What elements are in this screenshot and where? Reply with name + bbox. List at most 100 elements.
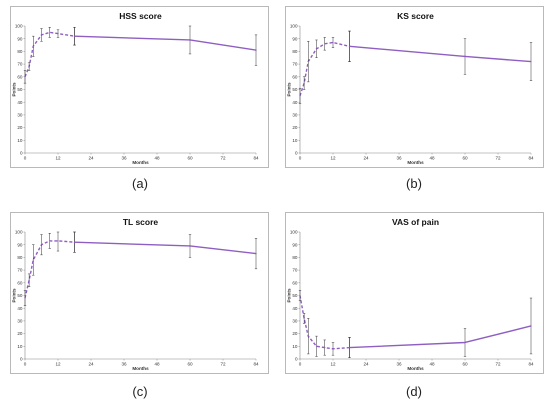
data-point <box>32 259 34 261</box>
data-point <box>189 245 191 247</box>
x-tick-label: 60 <box>462 156 468 161</box>
y-tick-label: 100 <box>15 24 23 29</box>
x-tick-label: 84 <box>253 156 259 161</box>
data-point <box>315 48 318 50</box>
y-tick-label: 0 <box>295 357 298 362</box>
caption-b: (b) <box>406 176 422 191</box>
y-tick-label: 30 <box>17 113 23 118</box>
series-line-solid <box>74 35 257 51</box>
y-tick-label: 40 <box>17 306 23 311</box>
x-tick-label: 24 <box>363 362 369 367</box>
data-point <box>348 346 351 349</box>
x-tick-label: 24 <box>88 156 94 161</box>
data-point <box>464 341 466 344</box>
y-tick-label: 20 <box>17 125 23 130</box>
data-point <box>348 45 351 47</box>
x-tick-label: 48 <box>429 362 435 367</box>
y-tick-label: 70 <box>292 62 298 67</box>
y-tick-label: 40 <box>292 306 298 311</box>
y-tick-label: 60 <box>292 74 298 79</box>
y-axis-label: Points <box>12 82 17 96</box>
y-tick-label: 60 <box>292 280 298 285</box>
chart-svg-tl: TL score 0 10 20 30 40 50 60 70 80 90 100 0 12 24 36 48 6… <box>12 217 259 371</box>
y-tick-label: 70 <box>17 62 23 67</box>
y-tick-label: 60 <box>17 74 23 79</box>
data-point <box>464 55 466 58</box>
y-tick-label: 80 <box>17 255 23 260</box>
y-axis-label: Points <box>287 288 292 302</box>
x-axis-label: Months <box>407 366 424 371</box>
caption-a: (a) <box>132 176 148 191</box>
y-tick-label: 20 <box>292 331 298 336</box>
data-point <box>332 348 334 350</box>
y-tick-label: 100 <box>290 24 298 29</box>
chart-svg-hss: HSS score 0 10 20 30 40 50 60 70 80 90 100 0 12 24 36 48… <box>12 11 259 165</box>
data-point <box>24 76 26 78</box>
x-axis-label: Months <box>132 160 149 165</box>
y-tick-label: 30 <box>292 113 298 118</box>
chart-title: KS score <box>397 11 434 21</box>
y-tick-label: 10 <box>17 138 23 143</box>
y-tick-label: 100 <box>15 230 23 235</box>
chart-svg-ks: KS score 0 10 20 30 40 50 60 70 80 90 100 0 12 24 36 48 6… <box>287 11 534 165</box>
y-tick-label: 10 <box>292 344 298 349</box>
data-point <box>324 346 326 349</box>
x-tick-label: 12 <box>330 362 336 367</box>
chart-panel-hss: HSS score 0 10 20 30 40 50 60 70 80 90 100 0 12 24 36 48… <box>10 6 269 168</box>
x-tick-label: 60 <box>187 156 193 161</box>
x-tick-label: 24 <box>88 362 94 367</box>
x-tick-label: 12 <box>330 156 336 161</box>
x-tick-label: 48 <box>154 156 160 161</box>
data-point <box>57 33 59 35</box>
chart-svg-vas: VAS of pain 0 10 20 30 40 50 60 70 80 90 100 0 12 24 36… <box>287 217 534 371</box>
x-axis-label: Months <box>407 160 424 165</box>
y-axis-label: Points <box>287 82 292 96</box>
data-point <box>303 317 305 319</box>
data-point <box>255 252 257 255</box>
series-line-dashed <box>24 31 75 78</box>
chart-title: VAS of pain <box>392 217 439 227</box>
x-tick-label: 0 <box>299 156 302 161</box>
data-point <box>28 279 30 281</box>
data-point <box>303 82 305 84</box>
x-tick-label: 72 <box>495 362 501 367</box>
data-point <box>299 95 301 97</box>
data-point <box>307 335 309 337</box>
x-tick-label: 36 <box>121 156 127 161</box>
x-tick-label: 24 <box>363 156 369 161</box>
x-tick-label: 12 <box>55 156 61 161</box>
x-tick-label: 0 <box>24 362 27 367</box>
x-tick-label: 48 <box>429 156 435 161</box>
series-line-solid <box>349 45 532 63</box>
x-tick-label: 36 <box>121 362 127 367</box>
y-tick-label: 40 <box>17 100 23 105</box>
data-point <box>324 43 326 45</box>
x-tick-label: 60 <box>187 362 193 367</box>
chart-title: TL score <box>123 217 159 227</box>
chart-panel-tl: TL score 0 10 20 30 40 50 60 70 80 90 100 0 12 24 36 48 6… <box>10 212 269 374</box>
y-tick-label: 40 <box>292 100 298 105</box>
series-line-dashed <box>24 240 75 299</box>
series-line-dashed <box>299 41 350 97</box>
y-tick-label: 30 <box>17 319 23 324</box>
y-tick-label: 10 <box>17 344 23 349</box>
y-tick-label: 10 <box>292 138 298 143</box>
chart-panel-vas: VAS of pain 0 10 20 30 40 50 60 70 80 90 100 0 12 24 36… <box>285 212 544 374</box>
y-tick-label: 50 <box>17 293 23 298</box>
x-tick-label: 84 <box>528 156 534 161</box>
x-tick-label: 84 <box>528 362 534 367</box>
y-tick-label: 90 <box>292 242 298 247</box>
data-point <box>73 241 76 243</box>
data-point <box>189 39 191 41</box>
data-point <box>40 34 43 36</box>
data-point <box>332 41 334 44</box>
caption-d: (d) <box>406 384 422 399</box>
y-tick-label: 80 <box>292 49 298 54</box>
x-tick-label: 72 <box>495 156 501 161</box>
x-tick-label: 72 <box>220 156 226 161</box>
y-tick-label: 70 <box>17 268 23 273</box>
chart-title: HSS score <box>119 11 162 21</box>
data-point <box>299 294 301 297</box>
y-tick-label: 100 <box>290 230 298 235</box>
x-tick-label: 84 <box>253 362 259 367</box>
